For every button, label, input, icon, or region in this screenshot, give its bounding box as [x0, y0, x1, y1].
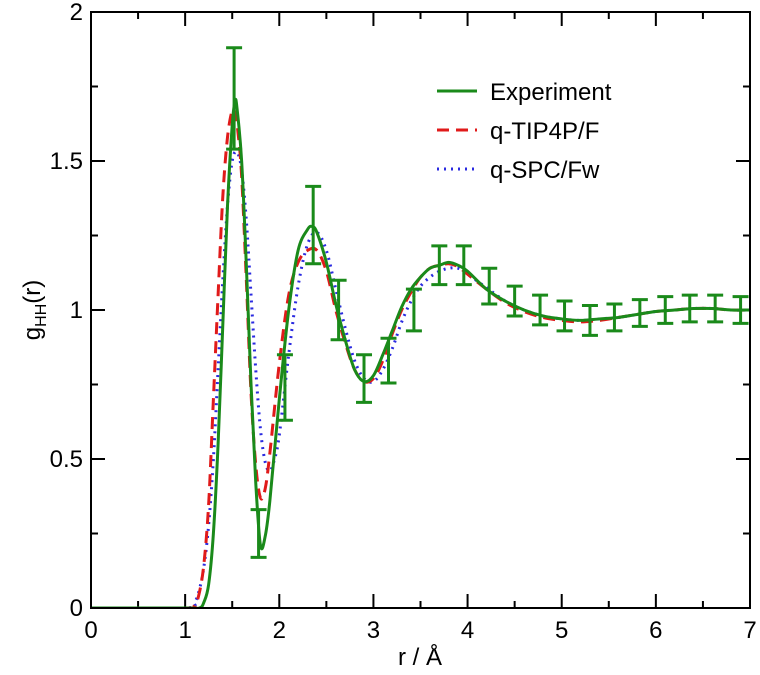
legend: Experiment q-TIP4P/F q-SPC/Fw — [437, 79, 612, 184]
x-tick-label: 0 — [84, 617, 97, 644]
y-tick-label: 0.5 — [50, 446, 83, 473]
legend-entry: Experiment — [437, 79, 612, 106]
legend-label: q-SPC/Fw — [490, 157, 600, 184]
x-tick-label: 6 — [649, 617, 662, 644]
legend-entry: q-SPC/Fw — [437, 157, 600, 184]
error-bar — [405, 287, 422, 333]
error-bar — [532, 293, 549, 327]
error-bar — [330, 278, 347, 342]
x-tick-label: 2 — [273, 617, 286, 644]
error-bar — [681, 293, 698, 324]
experiment-error-bars — [226, 46, 749, 559]
y-tick-label: 1.5 — [50, 148, 83, 175]
error-bar — [606, 302, 623, 333]
y-axis-ticks — [91, 11, 750, 609]
x-axis-title: r / Å — [398, 643, 442, 671]
series-line-q-tip4p-f — [91, 107, 750, 608]
y-tick-labels: 0 0.5 1 1.5 2 — [50, 0, 83, 622]
error-bar — [631, 298, 648, 328]
x-axis-ticks — [90, 12, 751, 608]
error-bar — [276, 353, 293, 422]
error-bar — [657, 295, 674, 325]
y-tick-label: 2 — [70, 0, 83, 26]
error-bar — [506, 284, 523, 318]
error-bar — [356, 353, 373, 404]
error-bar — [250, 508, 267, 559]
legend-label: Experiment — [490, 79, 612, 106]
x-tick-label: 3 — [367, 617, 380, 644]
series-line-q-spc-fw — [91, 150, 750, 608]
series-layer — [91, 97, 750, 608]
error-bar — [581, 304, 598, 337]
x-tick-label: 4 — [461, 617, 474, 644]
y-axis-title-tail: (r) — [19, 280, 46, 304]
y-tick-label: 1 — [70, 297, 83, 324]
error-bar — [305, 184, 322, 266]
y-tick-label: 0 — [70, 595, 83, 622]
x-tick-labels: 0 1 2 3 4 5 6 7 — [84, 617, 756, 644]
series-line-experiment — [91, 97, 750, 608]
error-bar — [431, 244, 448, 287]
error-bar — [707, 293, 724, 324]
legend-label: q-TIP4P/F — [490, 118, 599, 145]
x-tick-label: 5 — [555, 617, 568, 644]
error-bar — [380, 336, 397, 385]
y-axis-title: gHH(r) — [19, 280, 50, 340]
error-bar — [481, 266, 498, 306]
y-axis-title-subscript: HH — [33, 304, 50, 327]
x-tick-label: 1 — [178, 617, 191, 644]
x-tick-label: 7 — [743, 617, 756, 644]
error-bar — [226, 46, 243, 151]
error-bar — [732, 295, 749, 325]
y-axis-title-main: g — [19, 327, 46, 340]
legend-entry: q-TIP4P/F — [437, 118, 599, 145]
error-bar — [556, 299, 573, 333]
plot-frame — [90, 11, 751, 609]
error-bar — [455, 244, 472, 287]
